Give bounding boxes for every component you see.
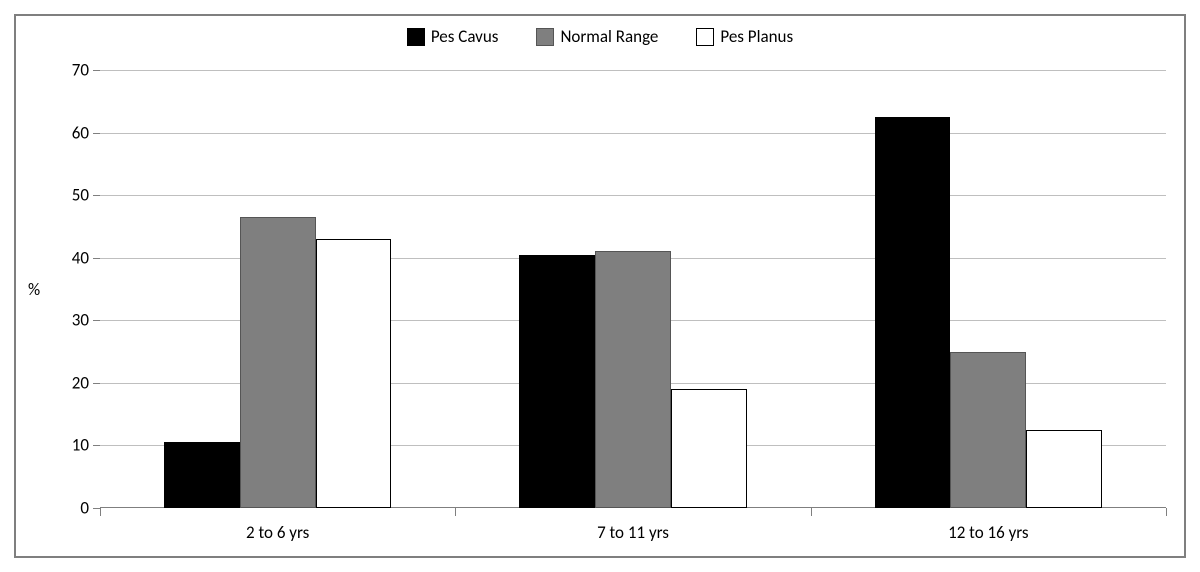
bar xyxy=(519,255,595,508)
bar xyxy=(164,442,240,508)
bar xyxy=(950,352,1026,508)
legend-label: Pes Cavus xyxy=(431,26,499,47)
x-tick-mark xyxy=(1166,508,1167,516)
bar xyxy=(240,217,316,508)
legend-item: Pes Planus xyxy=(696,26,793,47)
y-tick-label: 40 xyxy=(72,247,89,268)
legend-label: Pes Planus xyxy=(720,26,793,47)
y-tick-mark xyxy=(93,258,100,259)
gridline xyxy=(100,70,1166,71)
y-tick-mark xyxy=(93,70,100,71)
y-tick-label: 20 xyxy=(72,372,89,393)
x-category-label: 12 to 16 yrs xyxy=(948,522,1028,543)
bar xyxy=(1026,430,1102,508)
x-category-label: 2 to 6 yrs xyxy=(246,522,309,543)
legend-swatch xyxy=(536,28,554,46)
legend: Pes Cavus Normal Range Pes Planus xyxy=(0,26,1200,47)
bar xyxy=(595,251,671,508)
y-axis-title: % xyxy=(28,279,40,300)
y-tick-mark xyxy=(93,320,100,321)
x-tick-mark xyxy=(811,508,812,516)
gridline xyxy=(100,133,1166,134)
y-tick-label: 60 xyxy=(72,122,89,143)
bar xyxy=(671,389,747,508)
y-tick-mark xyxy=(93,133,100,134)
y-tick-mark xyxy=(93,508,100,509)
x-tick-mark xyxy=(100,508,101,516)
x-category-label: 7 to 11 yrs xyxy=(597,522,669,543)
gridline xyxy=(100,195,1166,196)
bar xyxy=(316,239,392,508)
x-tick-mark xyxy=(455,508,456,516)
legend-item: Pes Cavus xyxy=(407,26,499,47)
legend-label: Normal Range xyxy=(560,26,658,47)
y-tick-label: 10 xyxy=(72,435,89,456)
y-tick-mark xyxy=(93,445,100,446)
y-tick-label: 70 xyxy=(72,60,89,81)
y-tick-label: 0 xyxy=(80,498,89,519)
plot-area xyxy=(100,70,1166,508)
y-tick-label: 30 xyxy=(72,310,89,331)
y-tick-mark xyxy=(93,195,100,196)
legend-swatch xyxy=(407,28,425,46)
bar xyxy=(875,117,951,508)
y-tick-mark xyxy=(93,383,100,384)
legend-item: Normal Range xyxy=(536,26,658,47)
legend-swatch xyxy=(696,28,714,46)
y-tick-label: 50 xyxy=(72,185,89,206)
